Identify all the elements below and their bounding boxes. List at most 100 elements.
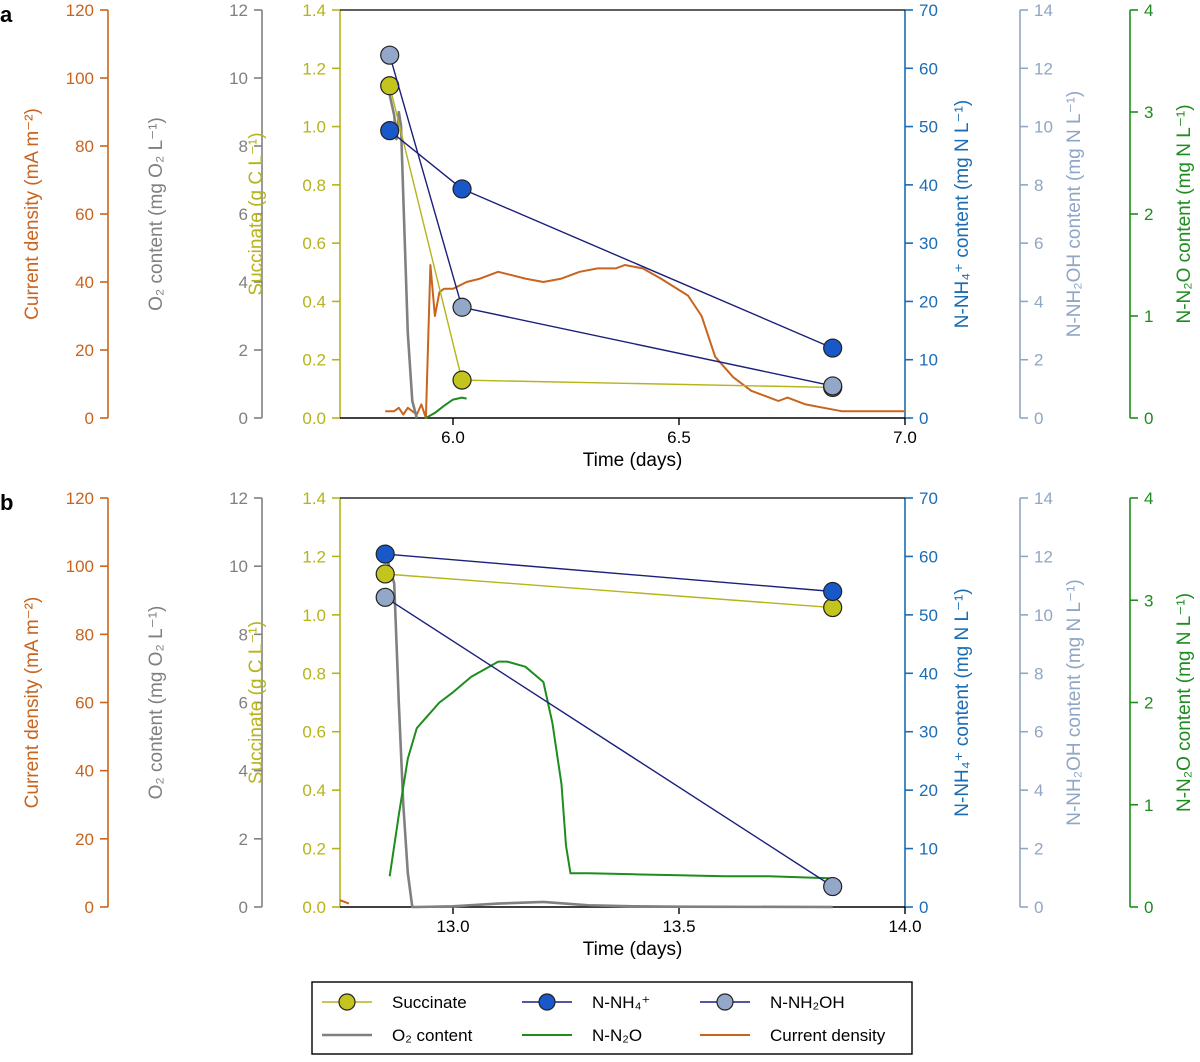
- y-tick-label: 2: [239, 341, 248, 360]
- y-tick-label: 12: [1034, 59, 1053, 78]
- series-line-nh4: [385, 553, 833, 593]
- y-axis-succinate: 0.0 0.2 0.4 0.6 0.8 1.0 1.2 1.4 Succinate (g C L…: [246, 489, 341, 917]
- y-tick-label: 3: [1144, 103, 1153, 122]
- y-tick-label: 50: [919, 606, 938, 625]
- y-tick-label: 4: [1034, 292, 1043, 311]
- y-axis-nh2oh: 0 2 4 6 8 10 12 14 N-NH₂OH content (mg N L⁻¹): [1019, 489, 1085, 917]
- y-tick-label: 0: [85, 409, 94, 428]
- legend-label: N-NH₄⁺: [592, 993, 650, 1012]
- y-tick-label: 40: [75, 273, 94, 292]
- y-tick-label: 4: [1144, 1, 1153, 20]
- x-axis-label: Time (days): [583, 939, 683, 960]
- y-tick-label: 0.2: [302, 840, 326, 859]
- y-axis-label: Current density (mA m⁻²): [22, 108, 43, 320]
- series-line-nh2oh: [384, 596, 834, 888]
- y-tick-label: 0: [1034, 898, 1043, 917]
- series-line-succinate: [389, 85, 833, 389]
- y-tick-label: 50: [919, 118, 938, 137]
- y-tick-label: 0: [239, 898, 248, 917]
- y-tick-label: 6: [1034, 723, 1043, 742]
- y-tick-label: 10: [919, 840, 938, 859]
- y-tick-label: 6: [239, 205, 248, 224]
- y-tick-label: 30: [919, 723, 938, 742]
- legend-label: Succinate: [392, 993, 467, 1012]
- y-tick-label: 1.4: [302, 489, 326, 508]
- data-point-nh2oh: [823, 876, 843, 897]
- y-tick-label: 1.0: [302, 118, 326, 137]
- series-line-succinate: [385, 573, 833, 609]
- y-axis-label: Current density (mA m⁻²): [22, 597, 43, 809]
- y-tick-label: 0: [1144, 409, 1153, 428]
- y-tick-label: 0: [1034, 409, 1043, 428]
- data-point-nh2oh: [375, 587, 395, 607]
- y-axis-o2: 0 2 4 6 8 10 12 O₂ content (mg O₂ L⁻¹): [146, 489, 263, 917]
- y-axis-current_density: 0 20 40 60 80 100 120 Current density (mA m⁻²): [22, 489, 109, 917]
- legend-label: Current density: [770, 1026, 886, 1045]
- y-tick-label: 4: [239, 273, 248, 292]
- y-tick-label: 1.4: [302, 1, 326, 20]
- x-tick-label: 6.0: [441, 428, 465, 447]
- y-axis-label: N-NH₂OH content (mg N L⁻¹): [1064, 91, 1085, 338]
- y-axis-label: O₂ content (mg O₂ L⁻¹): [146, 606, 167, 800]
- y-tick-label: 1: [1144, 307, 1153, 326]
- y-tick-label: 0: [1144, 898, 1153, 917]
- y-tick-label: 20: [75, 341, 94, 360]
- y-tick-label: 60: [75, 694, 94, 713]
- y-tick-label: 2: [1144, 694, 1153, 713]
- data-point-nh4: [823, 581, 843, 602]
- y-tick-label: 60: [75, 205, 94, 224]
- legend-item-o2: O₂ content: [322, 1026, 473, 1045]
- y-tick-label: 2: [1034, 840, 1043, 859]
- y-tick-label: 80: [75, 137, 94, 156]
- y-tick-label: 0.0: [302, 409, 326, 428]
- y-axis-label: Succinate (g C L⁻¹): [246, 621, 267, 784]
- y-tick-label: 2: [1144, 205, 1153, 224]
- y-tick-label: 12: [229, 1, 248, 20]
- series-line-n2o: [388, 660, 833, 880]
- y-tick-label: 0.6: [302, 234, 326, 253]
- y-axis-o2: 0 2 4 6 8 10 12 O₂ content (mg O₂ L⁻¹): [146, 1, 263, 428]
- y-axis-label: N-NH₄⁺ content (mg N L⁻¹): [952, 588, 973, 816]
- series-group: [380, 45, 905, 419]
- y-axis-current_density: 0 20 40 60 80 100 120 Current density (mA m⁻²): [22, 1, 109, 428]
- series-line-nh4: [389, 130, 833, 349]
- data-point-nh4: [380, 121, 400, 141]
- y-tick-label: 120: [66, 489, 94, 508]
- panel-label: b: [0, 490, 13, 515]
- y-tick-label: 2: [1034, 351, 1043, 370]
- y-tick-label: 4: [1034, 781, 1043, 800]
- x-tick-label: 13.0: [436, 917, 469, 936]
- y-axis-label: N-NH₂OH content (mg N L⁻¹): [1064, 579, 1085, 826]
- y-tick-label: 20: [919, 292, 938, 311]
- y-tick-label: 0: [239, 409, 248, 428]
- x-tick-label: 14.0: [888, 917, 921, 936]
- y-tick-label: 0: [919, 898, 928, 917]
- data-point-succinate: [823, 597, 843, 618]
- y-tick-label: 1.2: [302, 59, 326, 78]
- y-axis-nh4: 0 10 20 30 40 50 60 70 N-NH₄⁺ content (mg N L⁻¹): [904, 489, 973, 917]
- data-point-nh2oh: [380, 45, 400, 65]
- y-tick-label: 0: [919, 409, 928, 428]
- y-tick-label: 100: [66, 557, 94, 576]
- y-tick-label: 40: [919, 664, 938, 683]
- panel-label: a: [0, 2, 13, 27]
- y-axis-n2o: 0 1 2 3 4 N-N₂O content (mg N L⁻¹): [1129, 489, 1195, 917]
- legend: Succinate N-NH₄⁺ N-NH₂OH O₂ content N-N₂O Cur…: [311, 981, 913, 1055]
- y-tick-label: 0: [85, 898, 94, 917]
- legend-swatch-marker: [716, 993, 734, 1011]
- data-point-nh4: [823, 338, 843, 358]
- y-tick-label: 20: [919, 781, 938, 800]
- y-axis-succinate: 0.0 0.2 0.4 0.6 0.8 1.0 1.2 1.4 Succinate (g C L…: [246, 1, 341, 428]
- y-tick-label: 70: [919, 489, 938, 508]
- legend-item-n2o: N-N₂O: [522, 1026, 642, 1045]
- y-tick-label: 60: [919, 547, 938, 566]
- data-point-nh2oh: [452, 297, 472, 317]
- y-axis-label: O₂ content (mg O₂ L⁻¹): [146, 117, 167, 311]
- y-tick-label: 0.8: [302, 176, 326, 195]
- y-tick-label: 12: [229, 489, 248, 508]
- data-point-nh4: [452, 179, 472, 199]
- y-tick-label: 0.4: [302, 781, 326, 800]
- data-point-succinate: [375, 564, 395, 584]
